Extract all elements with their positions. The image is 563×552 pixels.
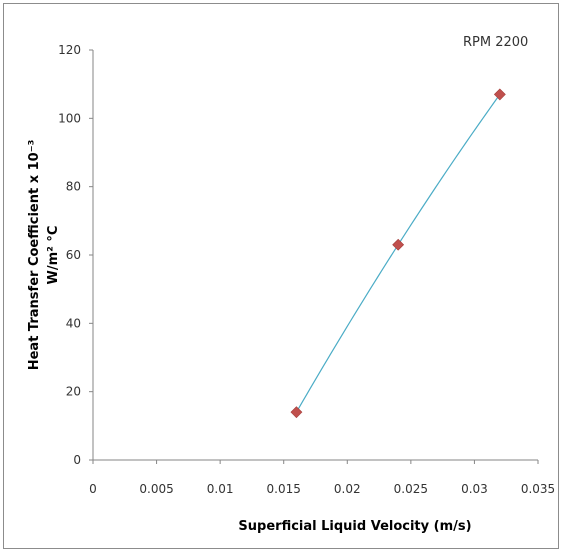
x-tick-label: 0.005 (139, 482, 173, 496)
x-tick-label: 0.03 (461, 482, 488, 496)
data-point (493, 88, 506, 101)
y-tick-label: 80 (66, 180, 81, 194)
data-points (290, 88, 506, 419)
x-tick-label: 0.01 (207, 482, 234, 496)
trendline (295, 94, 501, 413)
x-tick-label: 0.02 (334, 482, 361, 496)
x-axis-title: Superficial Liquid Velocity (m/s) (238, 519, 471, 534)
y-tick-label: 120 (58, 43, 81, 57)
x-tick-label: 0 (89, 482, 97, 496)
y-tick-label: 100 (58, 111, 81, 125)
x-tick-label: 0.035 (521, 482, 555, 496)
y-axis-title-line2: W/m² °C (46, 226, 61, 285)
data-point (392, 238, 405, 251)
y-axis-title-line1: Heat Transfer Coefficient x 10⁻³ (27, 140, 42, 371)
x-tick-label: 0.015 (267, 482, 301, 496)
y-ticks: 0 20 40 60 80 100 120 (58, 43, 93, 467)
rpm-annotation: RPM 2200 (463, 35, 528, 50)
chart-frame (3, 3, 559, 549)
y-tick-label: 20 (66, 385, 81, 399)
x-tick-label: 0.025 (394, 482, 428, 496)
y-tick-label: 40 (66, 316, 81, 330)
y-tick-label: 0 (73, 453, 81, 467)
y-tick-label: 60 (66, 248, 81, 262)
y-axis-title: Heat Transfer Coefficient x 10⁻³ W/m² °C (27, 140, 61, 371)
x-ticks: 0 0.005 0.01 0.015 0.02 0.025 0.03 0.035 (89, 460, 555, 496)
axes: 0 20 40 60 80 100 120 0 0.005 0.01 0.015 0.02 0.025… (58, 43, 555, 496)
data-point (290, 406, 303, 419)
